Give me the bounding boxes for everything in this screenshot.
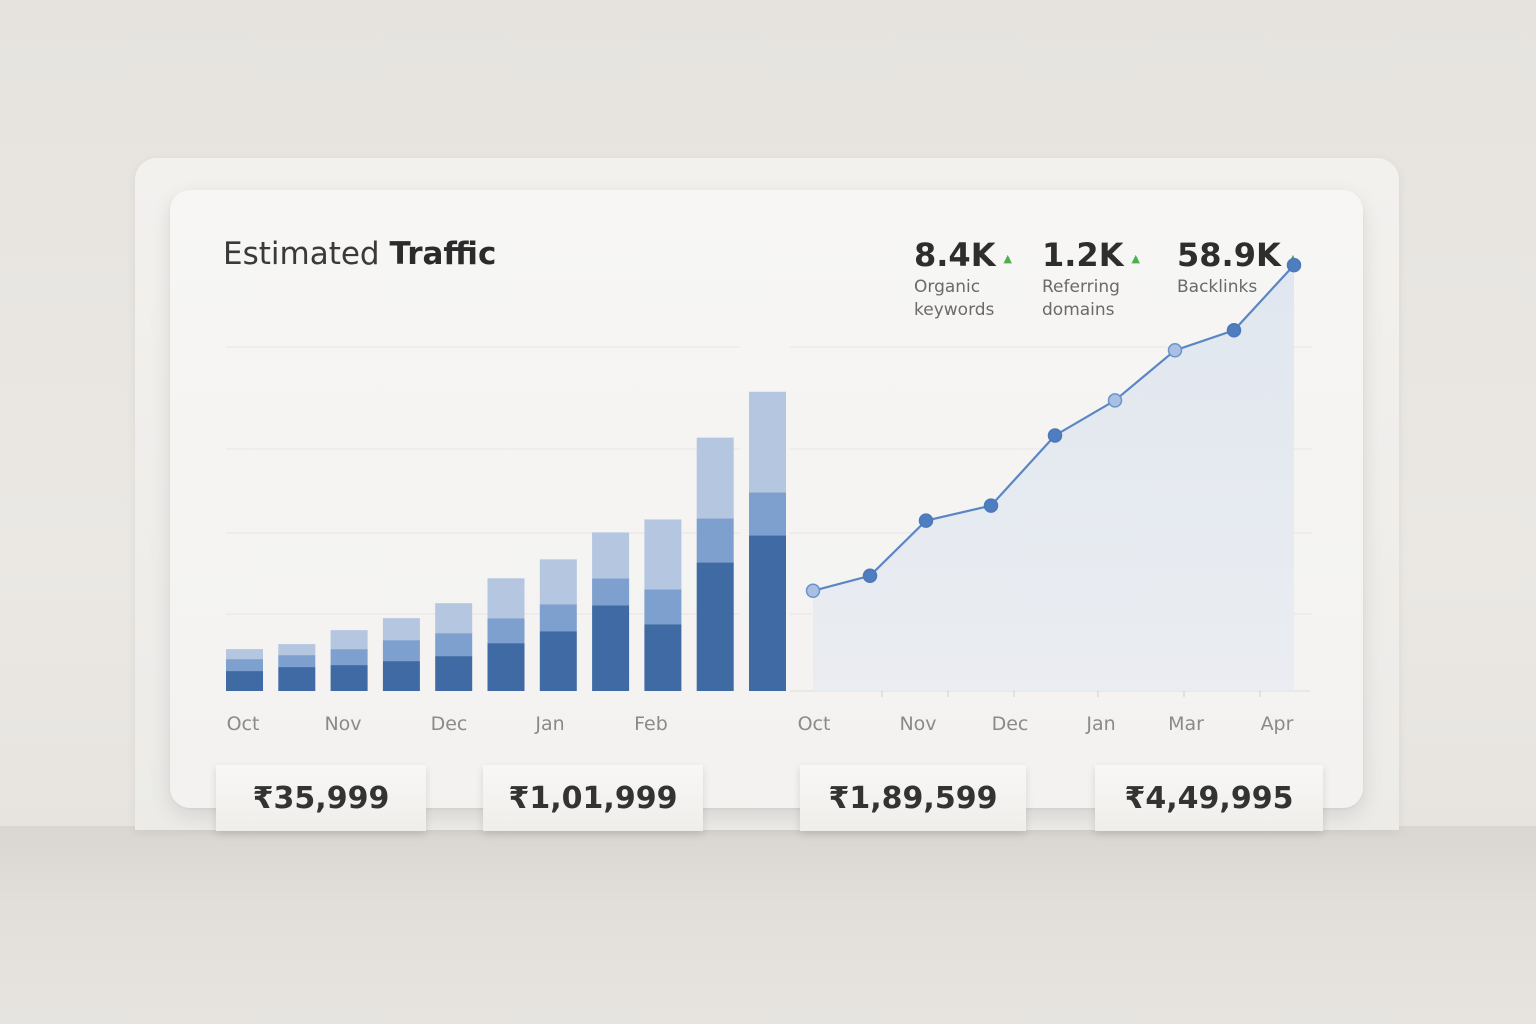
bar-segment — [696, 518, 734, 563]
data-point — [918, 513, 934, 528]
data-point — [1047, 428, 1063, 443]
bar-segment — [749, 391, 786, 493]
bar-segment — [487, 643, 525, 691]
data-point — [862, 568, 878, 584]
bar-segment — [539, 604, 577, 632]
bar-segment — [592, 605, 630, 691]
stat-label: Referring domains — [1042, 277, 1120, 320]
area-fill — [813, 265, 1294, 691]
price-tag: ₹1,89,599 — [800, 765, 1026, 831]
x-tick-label: Oct — [798, 713, 831, 735]
bar-chart-x-axis: Oct Nov Dec Jan Feb — [227, 713, 668, 735]
bar-segment — [749, 492, 786, 536]
x-tick-label: Dec — [431, 713, 468, 735]
bar-segment — [226, 659, 263, 672]
bar-segment — [382, 640, 420, 662]
data-point — [983, 498, 999, 513]
bar-segment — [278, 655, 316, 668]
bar-segment — [487, 578, 525, 619]
bar-segment — [592, 532, 630, 579]
bar-segment — [696, 437, 734, 519]
x-tick-label: Nov — [899, 713, 936, 735]
area-chart — [805, 257, 1302, 691]
bar-segment — [749, 535, 786, 691]
stat-organic-keywords: 8.4K ▲ Organic keywords — [914, 236, 1024, 322]
bar-segment — [435, 633, 473, 657]
stat-value: 1.2K — [1042, 236, 1124, 274]
bar-segment — [644, 519, 682, 590]
title-bold: Traffic — [389, 236, 497, 272]
bar-segment — [592, 578, 630, 606]
data-point — [1107, 393, 1123, 408]
title-prefix: Estimated — [223, 236, 380, 272]
x-tick-label: Apr — [1261, 713, 1294, 735]
bar-segment — [435, 656, 473, 691]
bar-segment — [435, 603, 473, 634]
stat-label: Organic keywords — [914, 277, 995, 320]
bar-segment — [330, 630, 368, 650]
price-tag: ₹4,49,995 — [1095, 765, 1323, 831]
data-point — [1167, 343, 1183, 358]
price-tag: ₹35,999 — [216, 765, 426, 831]
bar-segment — [644, 624, 682, 691]
data-point — [1226, 323, 1242, 338]
x-tick-label: Nov — [324, 713, 361, 735]
bar-segment — [539, 559, 577, 605]
bar-segment — [278, 644, 316, 656]
trend-up-icon: ▲ — [1003, 252, 1012, 265]
x-tick-label: Oct — [227, 713, 260, 735]
bar-segment — [226, 649, 263, 660]
area-chart-x-axis: Oct Nov Dec Jan Mar Apr — [798, 713, 1294, 735]
bar-segment — [278, 667, 316, 691]
price-tag: ₹1,01,999 — [483, 765, 703, 831]
stat-label: Backlinks — [1177, 277, 1258, 297]
floor-surface — [0, 826, 1536, 1024]
bar-segment — [330, 665, 368, 691]
bar-segment — [330, 649, 368, 666]
bar-segment — [382, 661, 420, 691]
stat-value: 58.9K — [1177, 236, 1281, 274]
data-point — [805, 583, 821, 599]
bar-segment — [382, 618, 420, 641]
bar-segment — [696, 562, 734, 691]
bar-chart — [226, 391, 786, 691]
bar-segment — [487, 618, 525, 644]
stat-referring-domains: 1.2K ▲ Referring domains — [1042, 236, 1152, 322]
x-tick-label: Jan — [534, 713, 564, 735]
stat-backlinks: 58.9K▲ Backlinks — [1177, 236, 1297, 299]
x-tick-label: Jan — [1085, 713, 1115, 735]
trend-up-icon: ▲ — [1131, 252, 1140, 265]
bar-segment — [644, 589, 682, 625]
stat-value: 8.4K — [914, 236, 996, 274]
x-tick-label: Dec — [992, 713, 1029, 735]
data-point — [1286, 257, 1302, 273]
x-tick-label: Feb — [634, 713, 668, 735]
bar-segment — [226, 671, 263, 691]
page-title: Estimated Traffic — [223, 236, 496, 272]
bar-segment — [539, 631, 577, 691]
x-tick-label: Mar — [1168, 713, 1204, 735]
